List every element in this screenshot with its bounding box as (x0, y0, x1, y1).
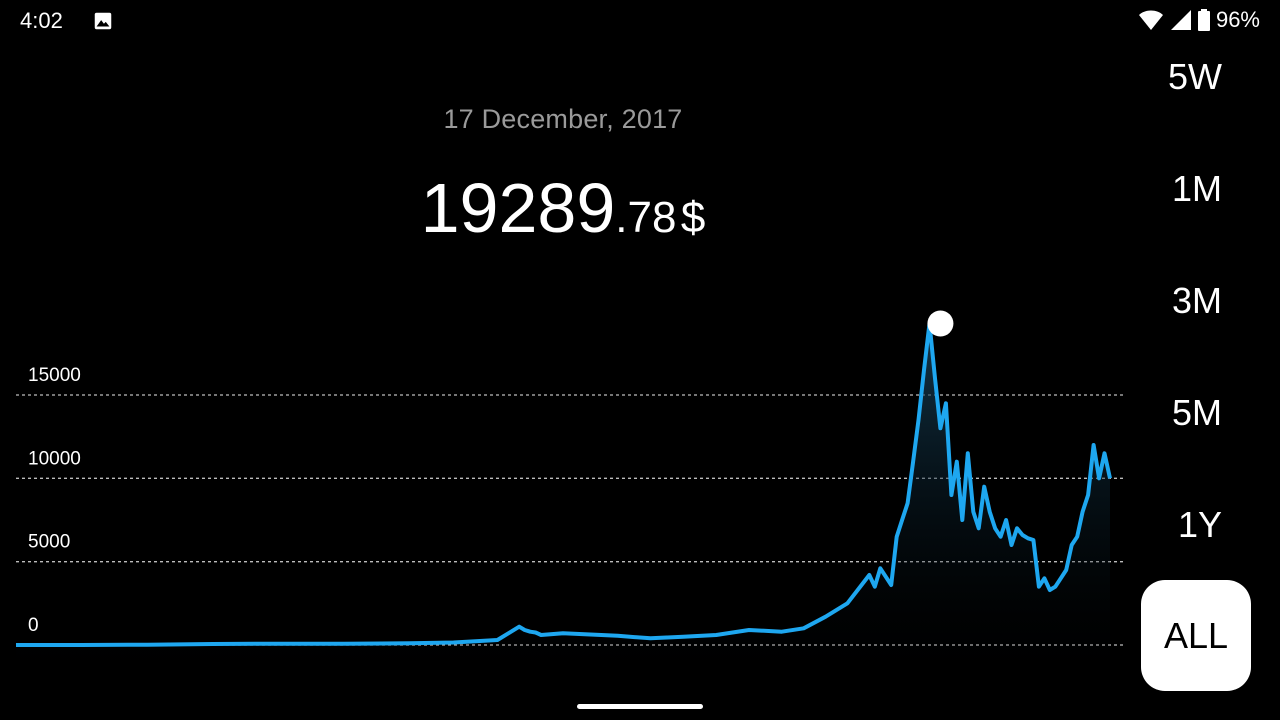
range-all-button[interactable]: ALL (1141, 580, 1251, 691)
price-decimal: .78 (615, 193, 677, 242)
range-all-label: ALL (1163, 614, 1229, 656)
signal-icon (1170, 10, 1191, 30)
y-tick-label: 10000 (28, 448, 81, 469)
battery-percentage: 96% (1215, 7, 1260, 32)
range-5w-button[interactable]: 5W (1168, 56, 1222, 97)
y-tick-label: 0 (28, 615, 39, 636)
selected-point-marker[interactable] (927, 310, 954, 337)
price-display: 19289.78 $ (380, 168, 746, 248)
home-indicator[interactable] (577, 704, 703, 709)
range-1y-button[interactable]: 1Y (1177, 504, 1222, 545)
range-3m-button[interactable]: 3M (1171, 280, 1222, 321)
y-tick-label: 5000 (28, 532, 70, 553)
selected-date: 17 December, 2017 (443, 104, 683, 134)
battery-icon (1197, 9, 1210, 31)
wifi-icon (1138, 10, 1163, 30)
range-5m-button[interactable]: 5M (1171, 392, 1222, 433)
price-currency: $ (680, 193, 706, 242)
status-icons: 96% (1138, 6, 1260, 34)
y-tick-label: 15000 (28, 365, 81, 386)
image-icon (94, 12, 112, 30)
price-line (16, 321, 1112, 647)
price-integer: 19289 (420, 169, 616, 247)
range-1m-button[interactable]: 1M (1171, 168, 1222, 209)
price-area (16, 323, 1110, 690)
status-time: 4:02 (20, 8, 63, 33)
